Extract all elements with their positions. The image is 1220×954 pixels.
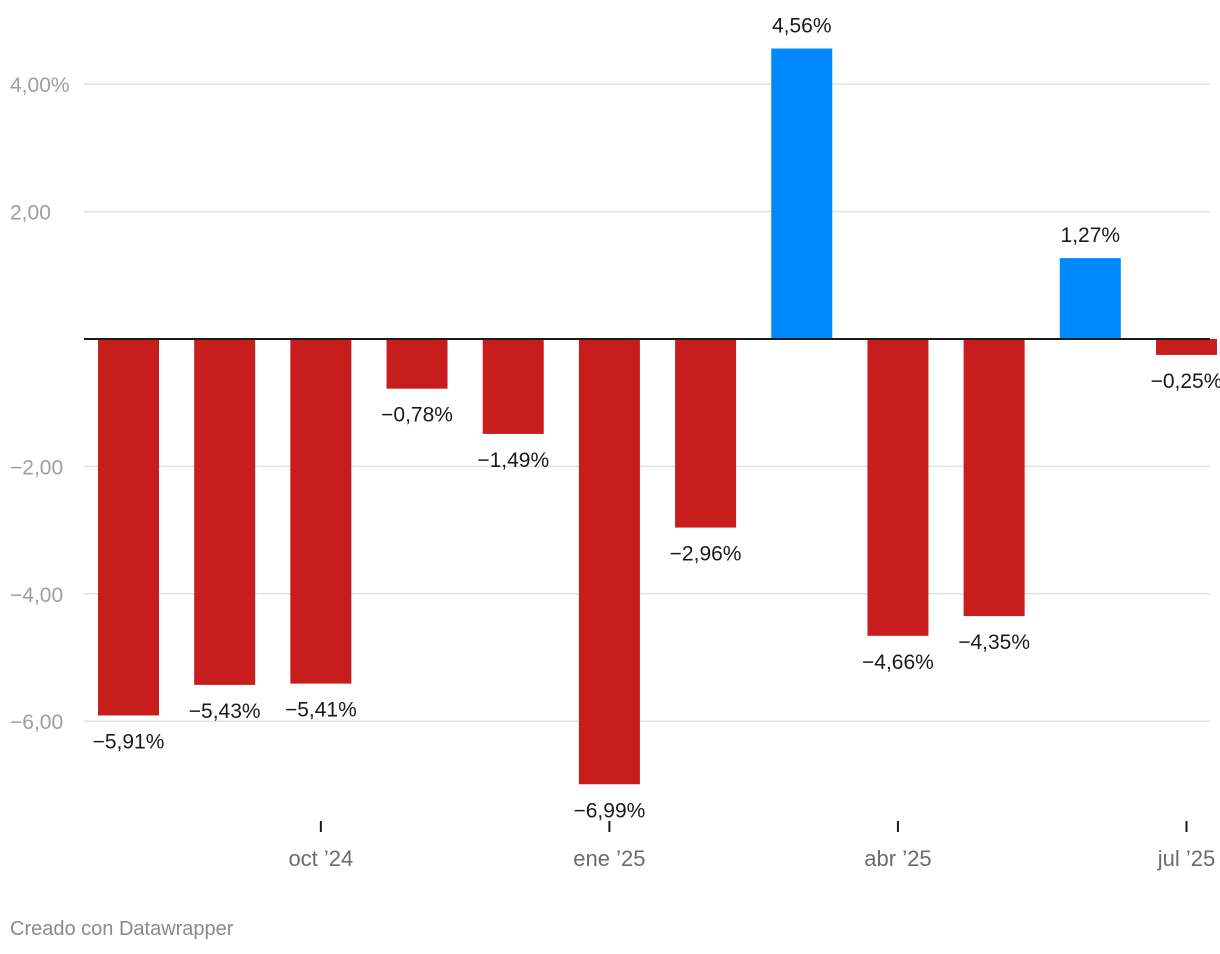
bar [578, 339, 640, 785]
x-tick-label: abr ’25 [864, 846, 931, 871]
x-axis: oct ’24 ene ’25 abr ’25 jul ’25 [288, 821, 1215, 871]
data-label: −6,99% [573, 799, 645, 822]
data-label: −5,91% [93, 730, 165, 753]
y-tick-label: 4,00% [10, 74, 70, 97]
bar [867, 339, 929, 636]
credit-footer: Creado con Datawrapper [10, 918, 234, 940]
bar [771, 48, 833, 339]
y-tick-label: −2,00 [10, 456, 63, 479]
bar [1059, 258, 1121, 339]
x-tick-label: oct ’24 [288, 846, 353, 871]
data-label: −5,43% [189, 700, 261, 723]
y-tick-label: 2,00 [10, 202, 51, 225]
bar-chart: 4,00%2,00−2,00−4,00−6,00 −5,91%−5,43% −5,… [10, 15, 1220, 871]
x-tick-label: jul ’25 [1157, 846, 1215, 871]
bars [98, 48, 1217, 785]
data-label: 1,27% [1061, 224, 1121, 247]
y-axis: 4,00% 2,00 −2,00 −4,00 −6,00 [10, 74, 70, 734]
bar [1155, 339, 1217, 355]
data-labels: −5,91% −5,43% −5,41% −0,78% −1,49% −6,99% −2,9… [93, 15, 1220, 823]
bar [290, 339, 352, 684]
data-label: −1,49% [477, 449, 549, 472]
x-tick-label: ene ’25 [573, 846, 645, 871]
data-label: −0,78% [381, 404, 453, 427]
data-label: −0,25% [1151, 370, 1220, 393]
chart-area: 4,00% 2,00 −2,00 −4,00 −6,00 −5,91% −5,43% −5,… [10, 15, 1220, 871]
data-label: −5,41% [285, 699, 357, 722]
bar [98, 339, 159, 716]
y-tick-label: −6,00 [10, 711, 63, 734]
bar [963, 339, 1025, 617]
bar [386, 339, 448, 389]
data-label: −2,96% [670, 543, 742, 566]
bar [675, 339, 737, 528]
data-label: −4,35% [958, 631, 1030, 654]
data-label: 4,56% [772, 15, 832, 38]
bar [482, 339, 544, 434]
data-label: −4,66% [862, 651, 934, 674]
bar [194, 339, 256, 685]
y-tick-label: −4,00 [10, 584, 63, 607]
